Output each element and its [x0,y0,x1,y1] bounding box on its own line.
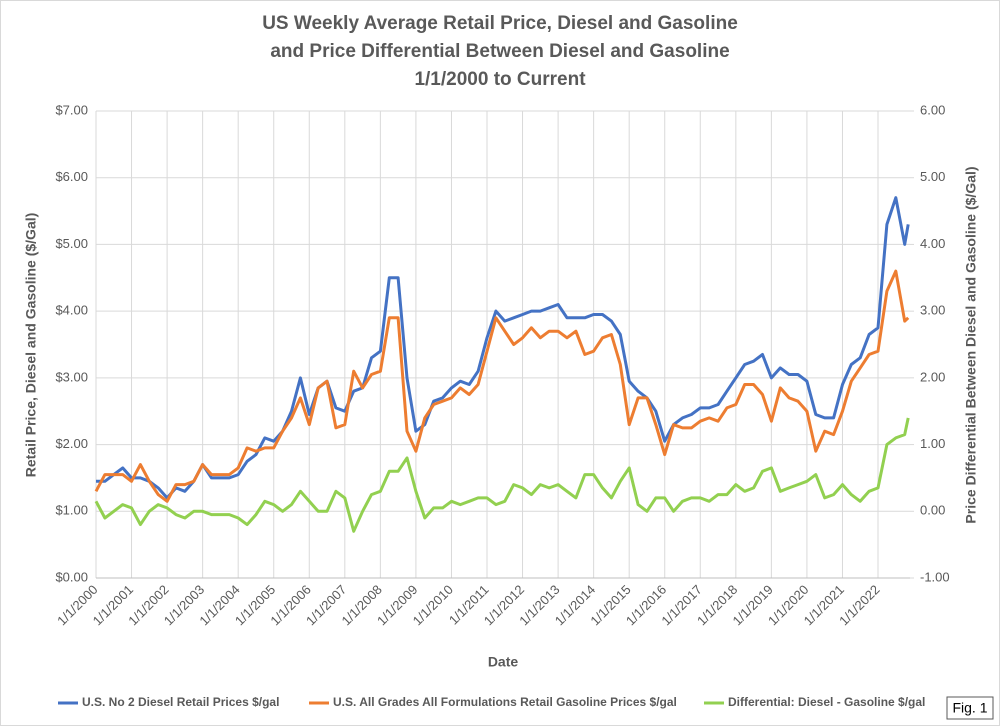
legend-label: U.S. No 2 Diesel Retail Prices $/gal [82,695,279,709]
series-line [96,196,910,500]
y-tick-label: $3.00 [55,369,88,384]
y2-tick-label: 6.00 [920,102,945,117]
y2-tick-label: 5.00 [920,169,945,184]
y2-tick-label: 4.00 [920,236,945,251]
x-axis-label: Date [488,654,519,670]
annotation-box [946,696,994,720]
y-axis-label: Retail Price, Diesel and Gasoline ($/Gal… [23,213,39,478]
y2-tick-label: -1.00 [920,569,950,584]
y-tick-label: $4.00 [55,303,88,318]
chart-title: US Weekly Average Retail Price, Diesel a… [262,13,738,34]
y2-tick-label: 2.00 [920,369,945,384]
series-line [94,417,910,533]
y-tick-label: $2.00 [55,436,88,451]
chart-title: 1/1/2000 to Current [414,69,586,90]
y-tick-label: $5.00 [55,236,88,251]
y2-axis-label: Price Differential Between Diesel and Ga… [963,166,979,523]
y-tick-label: $6.00 [55,169,88,184]
y-tick-label: $0.00 [55,569,88,584]
y2-tick-label: 1.00 [920,436,945,451]
legend-label: U.S. All Grades All Formulations Retail … [333,695,677,709]
annotation: Fig. 1 [952,700,987,716]
y2-tick-label: 3.00 [920,303,945,318]
y2-tick-label: 0.00 [920,503,945,518]
chart-title: and Price Differential Between Diesel an… [270,41,729,62]
y-tick-label: $7.00 [55,102,88,117]
legend-label: Differential: Diesel - Gasoline $/gal [728,695,925,709]
series-line [94,269,910,503]
y-tick-label: $1.00 [55,503,88,518]
